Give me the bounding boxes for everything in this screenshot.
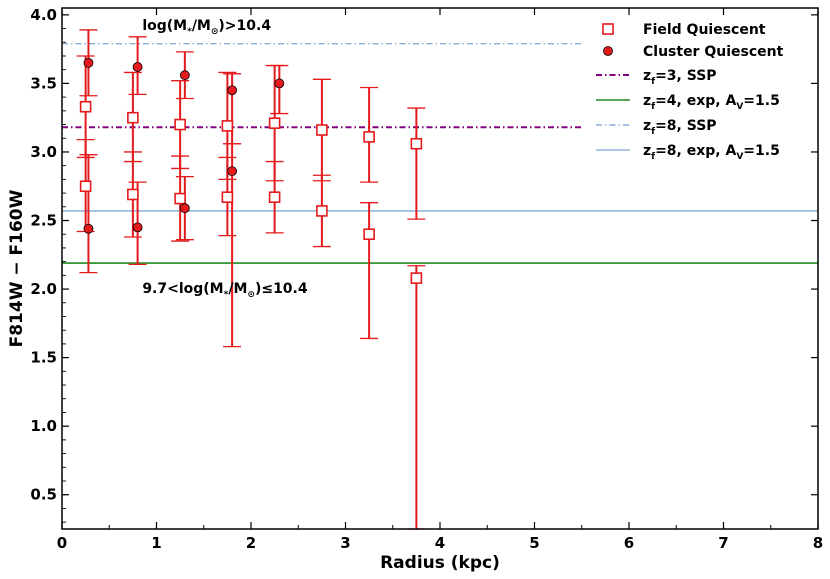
y-tick-label-7: 4.0 <box>30 6 57 24</box>
legend-cluster-marker <box>603 46 613 56</box>
field-marker-14 <box>363 228 375 241</box>
field-marker-9 <box>127 188 139 201</box>
error-bars <box>76 29 426 530</box>
cluster-marker-0 <box>83 57 94 68</box>
legend-cluster-label: Cluster Quiescent <box>643 44 784 60</box>
cluster-marker-8 <box>227 166 238 177</box>
legend-model-label-2: zf=8, SSP <box>643 118 717 137</box>
data-markers <box>79 57 423 284</box>
x-tick-label-7: 7 <box>718 534 728 552</box>
field-marker-6 <box>363 131 375 143</box>
y-tick-label-1: 1.0 <box>30 417 57 435</box>
field-marker-10 <box>174 192 186 205</box>
x-tick-label-0: 0 <box>57 534 67 552</box>
field-marker-0 <box>79 100 92 113</box>
annotation-low-mass: 9.7<log(M*/M⊙)≤10.4 <box>142 281 308 300</box>
annotation-high-mass: log(M*/M⊙)>10.4 <box>142 18 271 37</box>
field-marker-11 <box>221 191 234 204</box>
y-tick-label-5: 3.0 <box>30 143 57 161</box>
y-tick-label-4: 2.5 <box>30 212 57 230</box>
y-tick-label-6: 3.5 <box>30 74 57 92</box>
y-tick-label-0: 0.5 <box>30 486 57 504</box>
legend-field-marker <box>602 23 614 35</box>
x-tick-label-4: 4 <box>435 534 445 552</box>
cluster-marker-5 <box>83 223 94 234</box>
y-tick-label-3: 2.0 <box>30 280 57 298</box>
cluster-marker-2 <box>179 70 190 81</box>
field-marker-3 <box>221 120 234 132</box>
x-tick-label-8: 8 <box>813 534 823 552</box>
x-tick-label-5: 5 <box>529 534 539 552</box>
cluster-marker-1 <box>132 62 143 72</box>
field-marker-2 <box>174 118 186 131</box>
field-marker-7 <box>410 137 423 150</box>
cluster-marker-3 <box>227 85 238 96</box>
cluster-marker-7 <box>179 203 190 214</box>
x-tick-label-3: 3 <box>340 534 350 552</box>
cluster-marker-4 <box>274 78 285 89</box>
field-marker-15 <box>410 272 423 284</box>
plot-frame <box>61 7 819 530</box>
legend-model-label-0: zf=3, SSP <box>643 68 717 87</box>
field-marker-12 <box>268 191 281 204</box>
x-tick-label-1: 1 <box>151 534 161 552</box>
axis-ticks: 0 1 2 3 4 5 6 7 8 0.5 1.0 1.5 2.0 2.5 3.0 3.5 4.0 <box>30 6 823 552</box>
legend: Field Quiescent Cluster Quiescent zf=3, SS… <box>596 22 784 162</box>
field-marker-13 <box>316 205 328 217</box>
annotations: log(M*/M⊙)>10.4 9.7<log(M*/M⊙)≤10.4 <box>142 18 308 300</box>
y-tick-label-2: 1.5 <box>30 349 57 367</box>
field-marker-8 <box>79 180 92 193</box>
legend-field-label: Field Quiescent <box>643 22 766 38</box>
field-marker-5 <box>316 124 328 136</box>
legend-model-label-3: zf=8, exp, AV=1.5 <box>643 143 780 162</box>
field-marker-4 <box>268 117 281 129</box>
field-marker-1 <box>127 111 139 124</box>
y-axis-label: F814W − F160W <box>7 189 27 347</box>
x-tick-label-6: 6 <box>624 534 634 552</box>
cluster-marker-6 <box>132 222 143 233</box>
legend-model-label-1: zf=4, exp, AV=1.5 <box>643 93 780 112</box>
x-tick-label-2: 2 <box>246 534 256 552</box>
x-axis-label: Radius (kpc) <box>380 553 500 573</box>
